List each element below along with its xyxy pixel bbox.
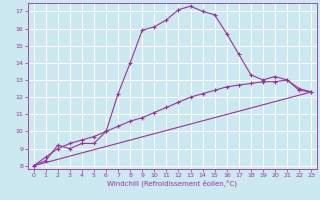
X-axis label: Windchill (Refroidissement éolien,°C): Windchill (Refroidissement éolien,°C)	[108, 180, 237, 187]
